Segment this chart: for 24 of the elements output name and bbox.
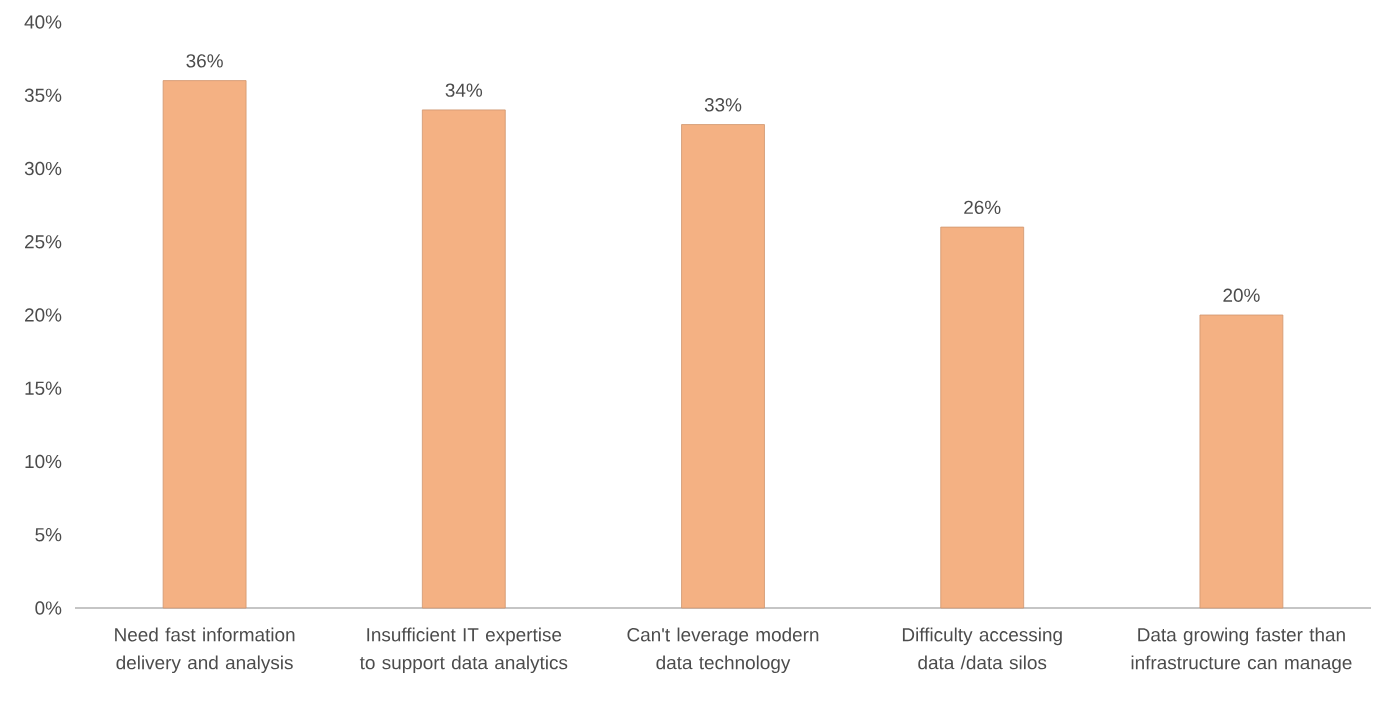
data-label: 20% <box>1223 288 1260 302</box>
y-tick-label: 20% <box>25 308 62 322</box>
data-label: 34% <box>445 83 483 97</box>
bar <box>940 226 1025 609</box>
x-tick-label: Difficulty accessing data /data silos <box>902 627 1062 670</box>
y-tick-label: 40% <box>24 15 62 29</box>
x-tick-label: Need fast information delivery and analysis <box>115 627 295 674</box>
data-label: 33% <box>704 98 742 112</box>
y-tick-label: 10% <box>25 454 62 469</box>
bar <box>681 124 765 609</box>
x-tick-label: Data growing faster than infrastructure can manage <box>1131 627 1352 674</box>
y-tick-label: 30% <box>24 161 62 176</box>
y-tick-label: 35% <box>24 88 62 102</box>
x-tick-label: Can't leverage modern data technology <box>627 627 819 674</box>
data-label: 26% <box>964 200 1001 215</box>
bar <box>162 80 247 609</box>
y-tick-label: 5% <box>35 528 62 542</box>
y-tick-label: 0% <box>35 601 62 615</box>
bar <box>1199 314 1284 609</box>
y-tick-label: 25% <box>25 235 62 249</box>
y-tick-label: 15% <box>25 381 62 395</box>
data-label: 36% <box>186 54 223 68</box>
x-tick-label: Insufficient IT expertise to support data analytics <box>359 627 568 674</box>
bar <box>421 109 506 609</box>
